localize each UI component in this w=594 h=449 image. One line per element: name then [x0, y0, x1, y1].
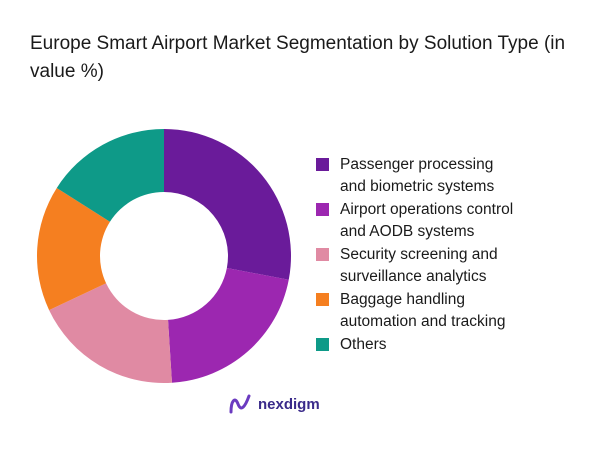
legend-label: surveillance analytics [340, 266, 586, 288]
legend-swatch [316, 293, 329, 306]
legend-item-3: Security screening and surveillance analy… [316, 244, 586, 287]
chart-legend: Passenger processing and biometric system… [316, 154, 586, 358]
donut-slice-2 [168, 268, 289, 383]
legend-swatch [316, 158, 329, 171]
legend-label: automation and tracking [340, 311, 586, 333]
legend-item-2: Airport operations control and AODB syste… [316, 199, 586, 242]
legend-label: Others [340, 334, 586, 356]
brand-name: nexdigm [258, 396, 320, 413]
legend-label: and biometric systems [340, 176, 586, 198]
donut-slice-1 [164, 129, 291, 280]
legend-swatch [316, 203, 329, 216]
legend-label: Airport operations control [340, 199, 586, 221]
legend-swatch [316, 338, 329, 351]
legend-swatch [316, 248, 329, 261]
legend-item-5: Others [316, 334, 586, 356]
brand: nexdigm [228, 391, 320, 417]
legend-label: Baggage handling [340, 289, 586, 311]
legend-label: and AODB systems [340, 221, 586, 243]
legend-label: Security screening and [340, 244, 586, 266]
legend-item-4: Baggage handling automation and tracking [316, 289, 586, 332]
nexdigm-logo-icon [228, 393, 252, 415]
legend-item-1: Passenger processing and biometric system… [316, 154, 586, 197]
legend-label: Passenger processing [340, 154, 586, 176]
